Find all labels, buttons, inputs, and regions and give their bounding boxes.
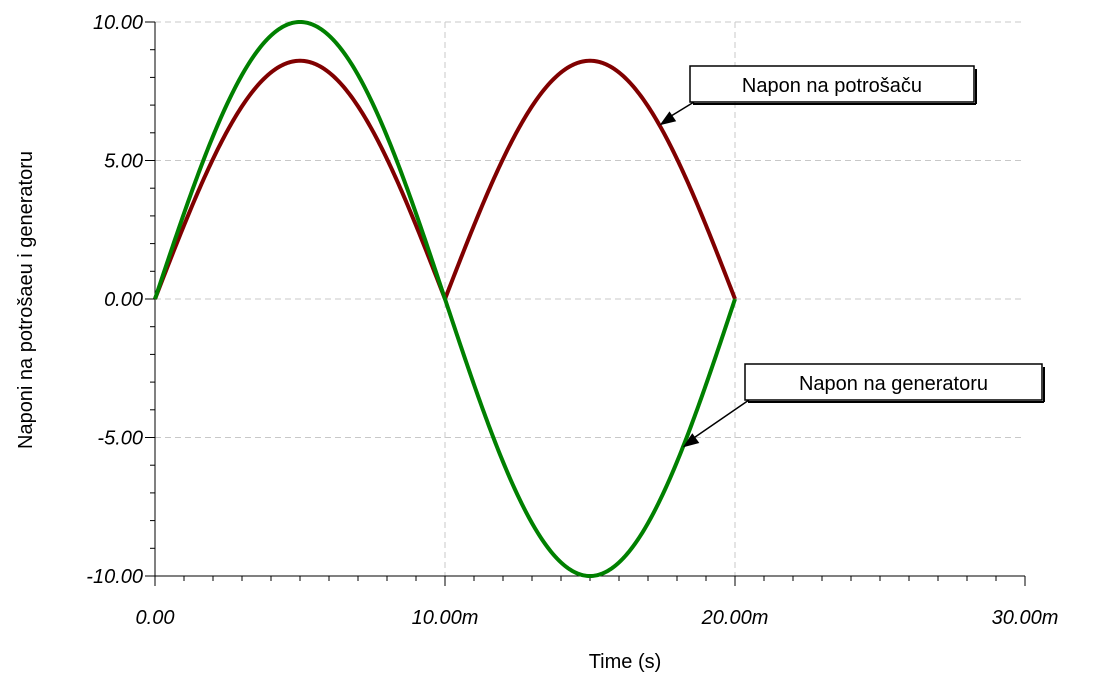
x-tick-label: 10.00m — [412, 607, 479, 629]
callout-box — [689, 65, 975, 103]
series-group — [153, 20, 737, 578]
callout-label: Napon na generatoru — [799, 373, 988, 395]
x-tick-label: 20.00m — [701, 607, 769, 629]
callout-label: Napon na potrošaču — [742, 75, 922, 97]
x-axis-title: Time (s) — [589, 651, 662, 673]
x-tick-label: 30.00m — [992, 607, 1059, 629]
grid — [155, 21, 1025, 576]
callout-napon-na-generatoru: Napon na generatoru — [682, 363, 1045, 448]
y-tick-label: -10.00 — [86, 566, 143, 588]
y-tick-label: 0.00 — [104, 289, 143, 311]
x-tick-label: 0.00 — [136, 607, 175, 629]
y-axis-title: Naponi na potrošaeu i generatoru — [15, 151, 37, 449]
tick-marks — [145, 21, 1026, 586]
y-tick-label: 10.00 — [93, 12, 143, 34]
callout-leader — [688, 399, 750, 443]
callout-napon-na-potrosacu: Napon na potrošaču — [659, 65, 977, 126]
y-tick-label: 5.00 — [104, 151, 143, 173]
y-tick-label: -5.00 — [97, 428, 143, 450]
callout-arrowhead — [682, 433, 700, 448]
series-line-napon-na-generatoru — [153, 20, 737, 578]
callout-arrowhead — [659, 111, 677, 126]
callouts-group: Napon na potrošaču Napon na generatoru — [659, 65, 1045, 448]
callout-box — [744, 363, 1043, 401]
